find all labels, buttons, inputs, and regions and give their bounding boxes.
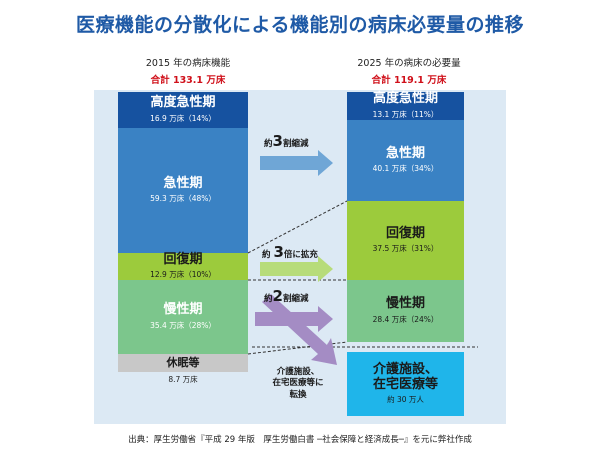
segment-name: 高度急性期 xyxy=(150,95,216,111)
right-column-total: 合計 119.1 万床 xyxy=(371,75,447,86)
source-note: 出典：厚生労働省『平成 29 年版 厚生労働白書 ─社会保障と経済成長─』を元に… xyxy=(128,435,472,445)
segment-name: 急性期 xyxy=(163,175,203,191)
arrow-prefix: 約 xyxy=(264,294,273,304)
arrow-number: 2 xyxy=(272,287,283,305)
segment-name: 慢性期 xyxy=(163,302,203,318)
left-column-total: 合計 133.1 万床 xyxy=(150,75,226,86)
right-segment-care-facilities: 介護施設、 在宅医療等 約 30 万人 xyxy=(347,352,464,416)
page-title: 医療機能の分散化による機能別の病床必要量の推移 xyxy=(76,14,524,36)
segment-value: 16.9 万床（14%） xyxy=(150,113,216,123)
segment-value: 12.9 万床（10%） xyxy=(150,270,216,280)
left-segment-acute: 急性期 59.3 万床（48%） xyxy=(118,128,248,253)
left-segment-chronic: 慢性期 35.4 万床（28%） xyxy=(118,280,248,354)
segment-name: 介護施設、 在宅医療等 xyxy=(372,361,438,392)
chronic-bottom-dashed-line xyxy=(247,341,348,355)
arrow-suffix: 割縮減 xyxy=(282,139,309,149)
segment-value: 35.4 万床（28%） xyxy=(150,320,216,330)
left-segment-high-acute: 高度急性期 16.9 万床（14%） xyxy=(118,92,248,128)
arrow-number: 3 xyxy=(272,132,283,150)
segment-value: 59.3 万床（48%） xyxy=(150,194,216,204)
segment-name: 慢性期 xyxy=(385,296,425,312)
recovery-expansion-label: 約 3倍に拡充 xyxy=(262,243,318,261)
right-segment-chronic: 慢性期 28.4 万床（24%） xyxy=(347,280,464,342)
left-segment-dormant: 休眠等 xyxy=(118,354,248,372)
acute-reduction-arrow-icon xyxy=(260,150,333,176)
left-column-heading: 2015 年の病床機能 xyxy=(145,58,231,69)
arrow-prefix: 約 xyxy=(262,250,274,260)
arrow-suffix: 倍に拡充 xyxy=(283,250,318,260)
segment-value: 28.4 万床（24%） xyxy=(372,314,439,324)
recovery-expansion-arrow-icon xyxy=(260,256,333,282)
right-segment-acute: 急性期 40.1 万床（34%） xyxy=(347,120,464,201)
arrow-suffix: 割縮減 xyxy=(282,294,309,304)
recovery-top-dashed-line xyxy=(247,200,348,254)
arrow-prefix: 約 xyxy=(264,139,273,149)
acute-reduction-label: 約3割縮減 xyxy=(264,132,308,150)
care-transfer-arrow-icon xyxy=(262,294,337,365)
segment-value: 37.5 万床（31%） xyxy=(372,244,439,254)
care-transfer-label: 介護施設、 在宅医療等に 転換 xyxy=(272,367,324,400)
left-segment-recovery: 回復期 12.9 万床（10%） xyxy=(118,251,248,280)
arrow-number: 3 xyxy=(273,243,284,261)
segment-name: 回復期 xyxy=(385,225,425,241)
right-column-heading: 2025 年の病床の必要量 xyxy=(357,58,461,69)
chronic-reduction-label: 約2割縮減 xyxy=(264,287,308,305)
segment-name: 急性期 xyxy=(385,145,425,161)
segment-name: 回復期 xyxy=(163,251,203,267)
segment-name: 休眠等 xyxy=(166,355,200,369)
segment-value: 40.1 万床（34%） xyxy=(372,164,439,174)
right-segment-recovery: 回復期 37.5 万床（31%） xyxy=(347,201,464,280)
segment-value: 約 30 万人 xyxy=(387,395,424,405)
right-segment-high-acute: 高度急性期 13.1 万床（11%） xyxy=(347,91,464,120)
left-segment-dormant-value: 8.7 万床 xyxy=(168,375,198,384)
segment-name: 高度急性期 xyxy=(372,91,438,107)
segment-value: 13.1 万床（11%） xyxy=(372,109,439,119)
